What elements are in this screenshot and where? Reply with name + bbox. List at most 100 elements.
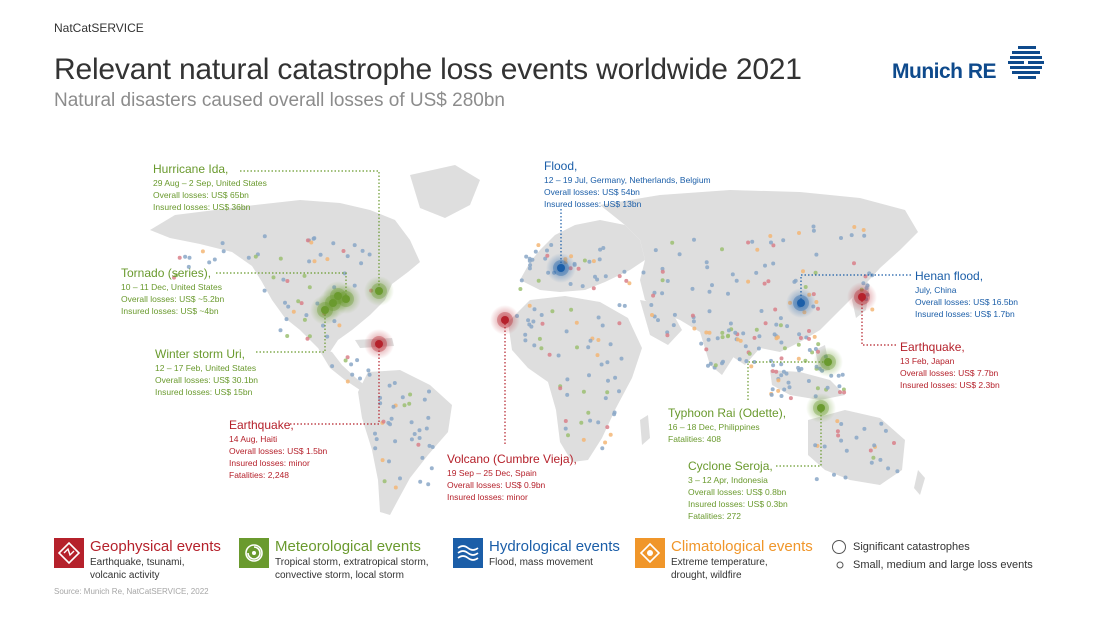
winter-storm-uri-marker[interactable] xyxy=(321,306,329,314)
typhoon-rai-marker[interactable] xyxy=(824,358,832,366)
loss-event-dot xyxy=(861,228,866,232)
loss-event-dot xyxy=(307,259,312,264)
cyclone-seroja-connector xyxy=(776,408,822,467)
loss-event-dot xyxy=(672,312,677,317)
loss-event-dot xyxy=(586,345,591,350)
flood-europe-marker[interactable] xyxy=(557,264,565,272)
callout-line: Insured losses: US$ 36bn xyxy=(153,202,251,212)
legend-desc-line: Earthquake, tsunami, xyxy=(90,557,185,568)
loss-event-dot xyxy=(564,329,569,334)
loss-event-dot xyxy=(285,279,290,283)
loss-event-dot xyxy=(366,368,371,373)
loss-event-dot xyxy=(690,313,695,318)
legend-desc: Extreme temperature, drought, wildfire xyxy=(671,556,768,582)
loss-event-dot xyxy=(172,275,176,280)
loss-event-dot xyxy=(842,390,847,395)
loss-event-dot xyxy=(212,257,217,262)
loss-event-dot xyxy=(307,285,312,290)
loss-event-dot xyxy=(532,307,537,312)
loss-event-dot xyxy=(540,321,545,326)
loss-event-dot xyxy=(400,395,405,400)
loss-event-dot xyxy=(782,387,787,392)
loss-event-dot xyxy=(389,416,394,421)
loss-event-dot xyxy=(305,336,310,341)
loss-event-dot xyxy=(587,259,592,264)
legend-desc-line: Extreme temperature, xyxy=(671,557,768,568)
callout-cyclone-seroja: Cyclone Seroja, 3 – 12 Apr, Indonesia Ov… xyxy=(688,459,788,522)
source-note: Source: Munich Re, NatCatSERVICE, 2022 xyxy=(54,587,209,596)
earthquake-haiti-marker[interactable] xyxy=(375,340,383,348)
loss-event-dot xyxy=(872,443,877,448)
loss-event-dot xyxy=(782,346,787,351)
loss-event-dot xyxy=(337,323,342,328)
loss-event-dot xyxy=(734,278,739,283)
loss-event-dot xyxy=(398,476,402,481)
loss-event-dot xyxy=(747,351,752,356)
legend-desc-line: drought, wildfire xyxy=(671,570,742,581)
callout-earthquake-haiti: Earthquake, 14 Aug, Haiti Overall losses… xyxy=(229,418,327,481)
loss-event-dot xyxy=(262,288,267,293)
loss-event-dot xyxy=(737,357,742,362)
loss-event-dot xyxy=(305,238,310,243)
loss-event-dot xyxy=(840,372,845,377)
loss-event-dot xyxy=(596,338,601,342)
cyclone-seroja-marker[interactable] xyxy=(817,404,825,412)
legend-desc: Earthquake, tsunami, volcanic activity xyxy=(90,556,185,582)
loss-event-dot xyxy=(707,309,712,314)
loss-event-dot xyxy=(778,316,783,321)
loss-event-dot xyxy=(797,231,801,235)
volcano-marker[interactable] xyxy=(501,316,509,324)
loss-event-dot xyxy=(530,257,535,262)
loss-event-dot xyxy=(587,373,591,378)
loss-event-dot xyxy=(527,303,532,308)
earthquake-japan-marker[interactable] xyxy=(858,293,866,301)
loss-event-dot xyxy=(617,321,622,326)
loss-event-dot xyxy=(650,313,654,317)
logo-mark-icon xyxy=(1008,46,1044,79)
loss-event-dot xyxy=(746,240,751,245)
hurricane-ida-marker[interactable] xyxy=(375,287,383,295)
loss-event-dot xyxy=(771,261,776,266)
loss-event-dot xyxy=(771,363,776,368)
loss-event-dot xyxy=(787,385,792,390)
loss-event-dot xyxy=(596,420,601,425)
callout-volcano: Volcano (Cumbre Vieja), 19 Sep – 25 Dec,… xyxy=(447,452,577,503)
loss-event-dot xyxy=(299,301,304,306)
loss-event-dot xyxy=(345,254,350,259)
loss-event-dot xyxy=(755,247,760,252)
loss-event-dot xyxy=(892,441,896,445)
loss-event-dot xyxy=(579,420,584,425)
loss-event-dot xyxy=(759,309,764,313)
loss-event-dot xyxy=(798,336,803,340)
loss-event-dot xyxy=(776,378,781,383)
loss-event-dot xyxy=(608,342,613,347)
loss-event-dot xyxy=(796,342,801,347)
loss-event-dot xyxy=(325,257,330,262)
loss-event-dot xyxy=(312,259,317,264)
typhoon-rai-connector xyxy=(747,361,828,400)
legend-desc-line: Flood, mass movement xyxy=(489,557,593,568)
meteorological-icon xyxy=(239,538,269,568)
significant-event-markers xyxy=(310,253,877,423)
henan-flood-marker[interactable] xyxy=(797,299,805,307)
tornado-marker[interactable] xyxy=(342,295,350,303)
callout-title: Winter storm Uri, xyxy=(155,347,245,361)
loss-event-dot xyxy=(836,373,841,378)
loss-event-dot xyxy=(304,313,309,318)
loss-event-dot xyxy=(741,331,746,336)
callout-winter-storm-uri: Winter storm Uri, 12 – 17 Feb, United St… xyxy=(155,347,258,398)
loss-event-dot xyxy=(754,327,759,332)
loss-event-dot xyxy=(807,329,811,333)
loss-event-dot xyxy=(617,303,622,308)
loss-event-dot xyxy=(671,323,676,328)
loss-event-dot xyxy=(563,419,568,423)
callout-title: Earthquake, xyxy=(229,418,294,432)
callout-line: Insured losses: US$ 15bn xyxy=(155,387,253,397)
callout-line: 14 Aug, Haiti xyxy=(229,434,278,444)
loss-event-dot xyxy=(854,435,859,440)
callout-line: Overall losses: US$ 16.5bn xyxy=(915,297,1018,307)
loss-event-dot xyxy=(691,319,696,324)
loss-event-dot xyxy=(627,281,632,286)
callout-line: Overall losses: US$ 65bn xyxy=(153,190,249,200)
